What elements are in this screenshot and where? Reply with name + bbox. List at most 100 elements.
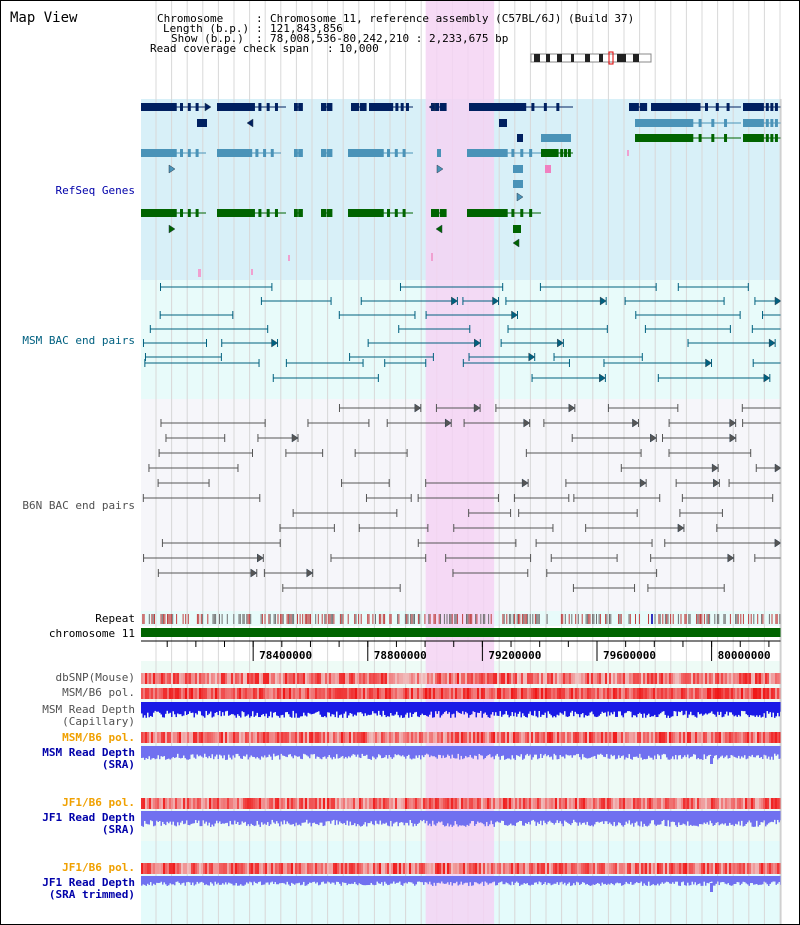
track-label-msm-depth-sra[interactable]: MSM Read Depth (SRA) [5, 747, 135, 771]
msm-pol-cell [373, 688, 375, 699]
msm-depth-cap-bar [204, 702, 206, 718]
jf1-pol-cell [461, 798, 463, 809]
track-label-jf1-depth-trimmed[interactable]: JF1 Read Depth (SRA trimmed) [5, 877, 135, 901]
msm-depth-sra-bar [720, 746, 722, 757]
jf1-pol-trim-cell [203, 863, 205, 874]
track-label-jf1-b6-pol[interactable]: JF1/B6 pol. [62, 796, 135, 809]
chromosome-bar [141, 628, 781, 637]
jf1-depth-sra-bar [486, 811, 488, 822]
msm-pol-sra-cell [541, 732, 543, 743]
msm-pol-sra-cell [355, 732, 357, 743]
msm-depth-cap-bar [747, 702, 749, 716]
msm-pol-sra-cell [183, 732, 185, 743]
msm-depth-cap-bar [163, 702, 165, 718]
jf1-pol-trim-cell [523, 863, 525, 874]
repeat-element [317, 614, 319, 624]
msm-depth-sra-bar [232, 746, 234, 756]
track-label-msm-bac[interactable]: MSM BAC end pairs [22, 334, 135, 347]
msm-depth-cap-bar [535, 702, 537, 717]
dbsnp-cell [333, 673, 335, 684]
msm-pol-sra-cell [171, 732, 173, 743]
jf1-depth-trim-bar [283, 876, 285, 884]
refseq-gene-exon [724, 134, 728, 142]
jf1-depth-sra-bar [778, 811, 780, 823]
jf1-pol-trim-cell [277, 863, 279, 874]
track-label-msm-b6-pol-sra[interactable]: MSM/B6 pol. [62, 731, 135, 744]
dbsnp-cell [351, 673, 353, 684]
msm-depth-cap-bar [180, 702, 182, 715]
track-label-b6n-bac[interactable]: B6N BAC end pairs [22, 499, 135, 512]
jf1-depth-trim-bar [454, 876, 456, 884]
dbsnp-cell [613, 673, 615, 684]
msm-depth-sra-bar [399, 746, 401, 756]
track-label-repeat[interactable]: Repeat [95, 612, 135, 625]
dbsnp-cell [645, 673, 647, 684]
track-label-chromosome[interactable]: chromosome 11 [48, 627, 135, 640]
msm-depth-sra-bar [748, 746, 750, 756]
msm-depth-cap-bar [502, 702, 504, 715]
jf1-depth-sra-bar [633, 811, 635, 827]
jf1-pol-cell [477, 798, 479, 809]
refseq-marker [545, 165, 551, 173]
msm-depth-sra-bar [681, 746, 683, 759]
show-label: Show (b.p.) [171, 32, 244, 45]
jf1-depth-trim-bar [262, 876, 264, 885]
jf1-pol-trim-cell [175, 863, 177, 874]
msm-pol-cell [203, 688, 205, 699]
msm-pol-sra-cell [261, 732, 263, 743]
msm-depth-sra-bar [175, 746, 177, 758]
refseq-gene-exon [361, 103, 365, 111]
jf1-depth-sra-bar [289, 811, 291, 825]
repeat-element [651, 614, 653, 624]
jf1-pol-trim-cell [263, 863, 265, 874]
jf1-pol-trim-cell [467, 863, 469, 874]
msm-pol-sra-cell [223, 732, 225, 743]
jf1-pol-trim-cell [539, 863, 541, 874]
repeat-element [148, 614, 150, 624]
msm-pol-sra-cell [407, 732, 409, 743]
dbsnp-cell [521, 673, 523, 684]
track-label-msm-depth-capillary[interactable]: MSM Read Depth (Capillary) [5, 704, 135, 728]
jf1-depth-trim-bar [741, 876, 743, 884]
track-label-jf1-b6-pol-trimmed[interactable]: JF1/B6 pol. [62, 861, 135, 874]
msm-depth-sra-bar [351, 746, 353, 756]
msm-pol-sra-cell [581, 732, 583, 743]
jf1-depth-trim-bar [727, 876, 729, 884]
track-label-refseq[interactable]: RefSeq Genes [55, 184, 135, 197]
track-label-dbsnp[interactable]: dbSNP(Mouse) [55, 671, 135, 684]
track-label-jf1-depth-sra[interactable]: JF1 Read Depth (SRA) [5, 812, 135, 836]
jf1-pol-trim-cell [389, 863, 391, 874]
msm-depth-cap-bar [480, 702, 482, 711]
jf1-pol-trim-cell [295, 863, 297, 874]
msm-depth-cap-bar [391, 702, 393, 716]
jf1-pol-trim-cell [603, 863, 605, 874]
refseq-gene-exon [467, 149, 508, 157]
msm-depth-cap-bar [478, 702, 480, 713]
msm-depth-cap-bar [616, 702, 618, 717]
msm-pol-cell [707, 688, 709, 699]
jf1-pol-trim-cell [745, 863, 747, 874]
msm-depth-cap-bar [513, 702, 515, 717]
msm-depth-cap-bar [645, 702, 647, 718]
refseq-gene-exon [363, 103, 367, 111]
jf1-depth-trim-bar [414, 876, 416, 886]
repeat-element [398, 614, 400, 624]
msm-depth-sra-bar [549, 746, 551, 758]
repeat-element [221, 614, 223, 624]
msm-depth-cap-bar [756, 702, 758, 716]
msm-depth-sra-bar [627, 746, 629, 759]
repeat-element [375, 614, 376, 624]
repeat-element [273, 614, 275, 624]
track-label-line-2: (SRA) [101, 823, 135, 836]
jf1-depth-sra-bar [553, 811, 555, 825]
jf1-pol-trim-cell [591, 863, 593, 874]
msm-pol-cell [585, 688, 587, 699]
jf1-pol-cell [701, 798, 703, 809]
dbsnp-cell [455, 673, 457, 684]
track-label-msm-b6-pol[interactable]: MSM/B6 pol. [62, 686, 135, 699]
msm-depth-cap-bar [210, 702, 212, 712]
jf1-depth-sra-bar [733, 811, 735, 827]
msm-pol-cell [251, 688, 253, 699]
msm-pol-sra-cell [237, 732, 239, 743]
